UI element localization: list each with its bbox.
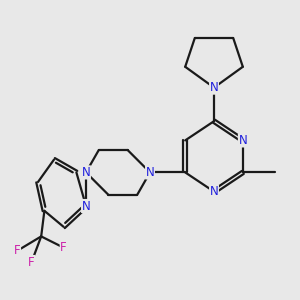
- Text: N: N: [82, 200, 90, 212]
- Text: N: N: [210, 81, 218, 94]
- Text: N: N: [238, 134, 247, 147]
- Text: F: F: [14, 244, 20, 257]
- Text: N: N: [82, 166, 90, 179]
- Text: N: N: [146, 166, 154, 179]
- Text: F: F: [28, 256, 35, 268]
- Text: N: N: [210, 185, 218, 198]
- Text: F: F: [60, 241, 67, 254]
